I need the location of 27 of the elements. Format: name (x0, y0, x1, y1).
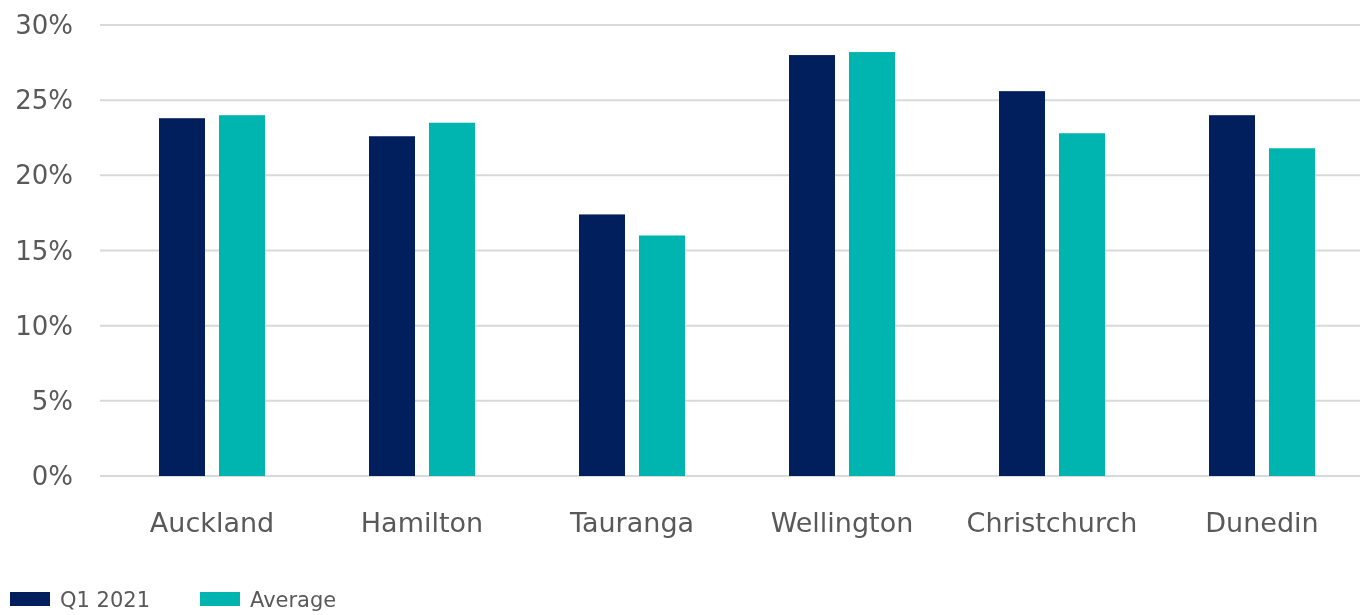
bar (159, 118, 205, 476)
y-tick-label: 0% (31, 461, 73, 492)
bar (1059, 133, 1105, 476)
bar (1269, 148, 1315, 476)
x-tick-label: Dunedin (1205, 507, 1319, 539)
y-tick-label: 15% (15, 235, 73, 266)
x-tick-label: Christchurch (966, 507, 1138, 539)
y-tick-label: 25% (15, 85, 73, 116)
y-tick-label: 10% (15, 310, 73, 341)
bar (849, 52, 895, 476)
bar (429, 122, 475, 476)
bar (219, 115, 265, 476)
x-tick-label: Auckland (149, 507, 275, 539)
x-tick-label: Hamilton (360, 507, 484, 539)
bar (1209, 115, 1255, 476)
x-tick-label: Tauranga (568, 507, 695, 539)
bar (579, 214, 625, 476)
bar (639, 235, 685, 476)
bar (789, 55, 835, 476)
legend-label: Q1 2021 (60, 588, 151, 613)
y-tick-label: 20% (15, 160, 73, 191)
bar (999, 91, 1045, 476)
bar (369, 136, 415, 476)
x-tick-label: Wellington (770, 507, 914, 539)
legend-label: Average (250, 588, 337, 613)
y-tick-label: 30% (15, 10, 73, 41)
y-tick-label: 5% (31, 385, 73, 416)
